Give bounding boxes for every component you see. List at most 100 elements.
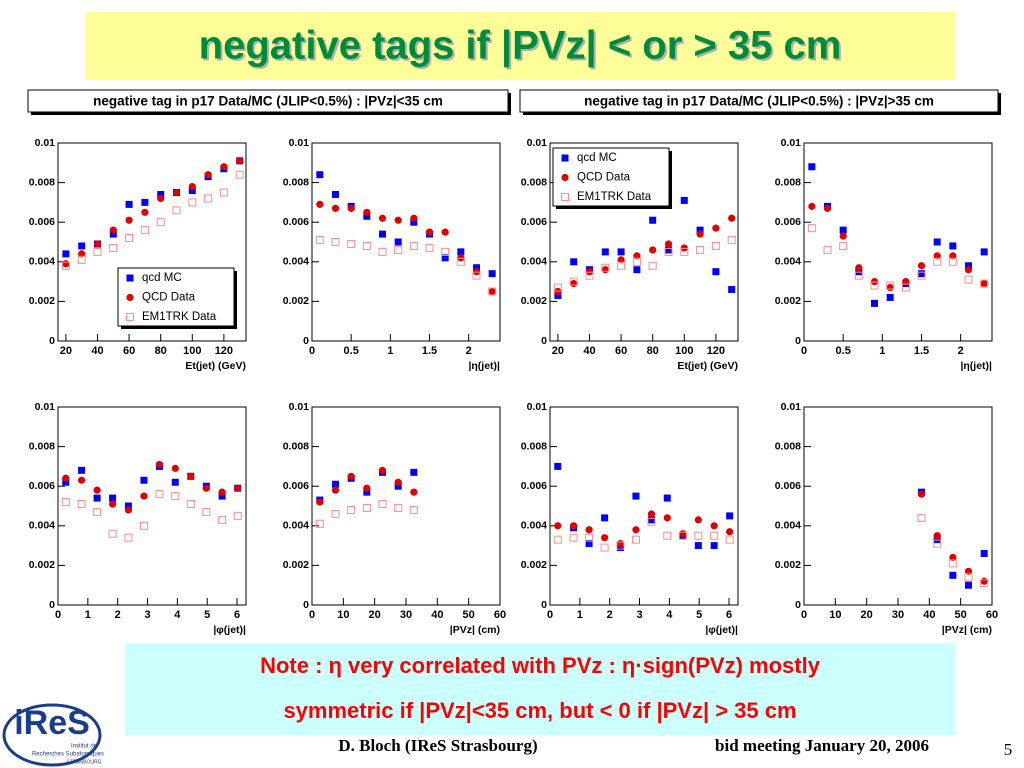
- marker-circle: [425, 228, 434, 236]
- y-tick-label: 0: [49, 599, 55, 611]
- y-tick-label: 0.008: [29, 440, 55, 452]
- logo-ring: [2, 703, 102, 767]
- y-tick-label: 0.006: [283, 480, 309, 492]
- marker-open-square: [678, 531, 687, 540]
- marker-circle: [410, 488, 418, 496]
- y-tick-label: 0.006: [29, 480, 55, 492]
- marker-circle: [570, 279, 578, 288]
- marker-circle: [331, 486, 340, 494]
- marker-open-square: [409, 505, 418, 514]
- legend-box: [117, 267, 235, 327]
- marker-open-square: [139, 521, 148, 530]
- marker-open-square: [61, 261, 70, 270]
- x-tick-label: 0: [309, 345, 315, 357]
- marker-open-square: [696, 245, 705, 254]
- x-tick-label: 100: [675, 345, 693, 357]
- plot-frame: [803, 142, 993, 342]
- marker-circle: [202, 484, 210, 492]
- x-tick-label: 40: [431, 609, 443, 621]
- marker-square: [363, 212, 371, 220]
- marker-square: [980, 248, 988, 256]
- marker-circle: [441, 228, 449, 236]
- marker-open-square: [409, 241, 418, 250]
- marker-circle: [140, 492, 148, 500]
- x-axis-label: |η(jet)|: [960, 360, 992, 372]
- marker-circle: [62, 260, 70, 268]
- marker-circle: [394, 216, 402, 224]
- marker-square: [696, 226, 704, 234]
- logo-subtitle: Recherches Subatomiques: [32, 752, 104, 758]
- marker-square: [728, 286, 736, 294]
- x-tick-label: 80: [155, 345, 167, 357]
- x-tick-label: 2: [958, 345, 964, 357]
- y-tick-label: 0.01: [289, 401, 310, 413]
- x-tick-label: 20: [60, 345, 72, 357]
- marker-open-square: [93, 247, 102, 256]
- marker-open-square: [917, 513, 926, 522]
- marker-circle: [601, 534, 609, 542]
- marker-open-square: [980, 579, 989, 588]
- marker-open-square: [727, 236, 736, 245]
- marker-open-square: [839, 241, 848, 250]
- title-box: [85, 12, 955, 80]
- y-tick-label: 0.008: [283, 440, 309, 452]
- marker-circle: [109, 500, 117, 508]
- y-tick-label: 0: [541, 599, 547, 611]
- marker-circle: [347, 204, 355, 212]
- marker-open-square: [441, 247, 450, 256]
- y-tick-label: 0.004: [29, 520, 55, 532]
- x-tick-label: 0: [55, 609, 61, 621]
- y-tick-label: 0.004: [775, 520, 801, 532]
- x-tick-label: 60: [123, 345, 135, 357]
- marker-open-square: [140, 226, 149, 235]
- x-tick-label: 1.5: [914, 345, 929, 357]
- marker-open-square: [394, 503, 403, 512]
- marker-open-square: [61, 498, 70, 507]
- marker-square: [171, 478, 179, 486]
- marker-open-square: [601, 263, 610, 272]
- marker-open-square: [710, 531, 719, 540]
- marker-open-square: [347, 239, 356, 248]
- marker-square: [933, 238, 941, 246]
- marker-open-square: [488, 287, 497, 296]
- marker-circle: [664, 240, 673, 248]
- marker-circle: [236, 157, 244, 165]
- marker-open-square: [394, 245, 403, 254]
- marker-circle: [363, 484, 371, 492]
- marker-open-square: [156, 218, 165, 227]
- title: negative tags if |PVz| < or > 35 cm: [199, 24, 842, 68]
- marker-circle: [694, 516, 702, 524]
- marker-square: [663, 494, 671, 502]
- marker-circle: [125, 216, 133, 224]
- marker-square: [441, 254, 449, 262]
- x-axis-label: Et(jet) (GeV): [185, 360, 246, 372]
- marker-open-square: [933, 539, 942, 548]
- marker-square: [554, 462, 562, 470]
- marker-square: [62, 250, 70, 258]
- y-tick-label: 0.01: [527, 401, 548, 413]
- x-tick-label: 10: [829, 609, 841, 621]
- marker-open-square: [347, 505, 356, 514]
- marker-circle: [585, 526, 593, 534]
- plot-frame: [549, 142, 739, 342]
- x-tick-label: 1: [577, 609, 583, 621]
- y-tick-label: 0.008: [521, 440, 547, 452]
- marker-square: [93, 494, 101, 502]
- x-tick-label: 4: [666, 609, 673, 621]
- marker-circle: [726, 528, 734, 536]
- y-tick-label: 0.01: [527, 137, 548, 149]
- marker-circle: [617, 256, 625, 264]
- x-tick-label: 60: [986, 609, 998, 621]
- y-tick-label: 0.008: [775, 440, 801, 452]
- marker-open-square: [553, 283, 562, 292]
- marker-circle: [917, 490, 926, 498]
- marker-square: [125, 200, 133, 208]
- marker-open-square: [155, 490, 164, 499]
- header-box: [519, 89, 999, 113]
- marker-square: [633, 266, 641, 274]
- x-tick-label: 0.5: [344, 345, 359, 357]
- marker-open-square: [725, 535, 734, 544]
- marker-open-square: [125, 234, 134, 243]
- marker-circle: [378, 466, 387, 474]
- marker-square: [394, 482, 402, 490]
